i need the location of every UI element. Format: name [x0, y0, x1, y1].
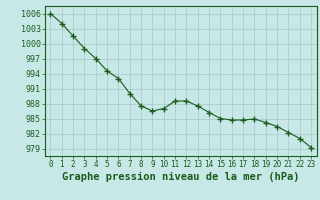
X-axis label: Graphe pression niveau de la mer (hPa): Graphe pression niveau de la mer (hPa) [62, 172, 300, 182]
